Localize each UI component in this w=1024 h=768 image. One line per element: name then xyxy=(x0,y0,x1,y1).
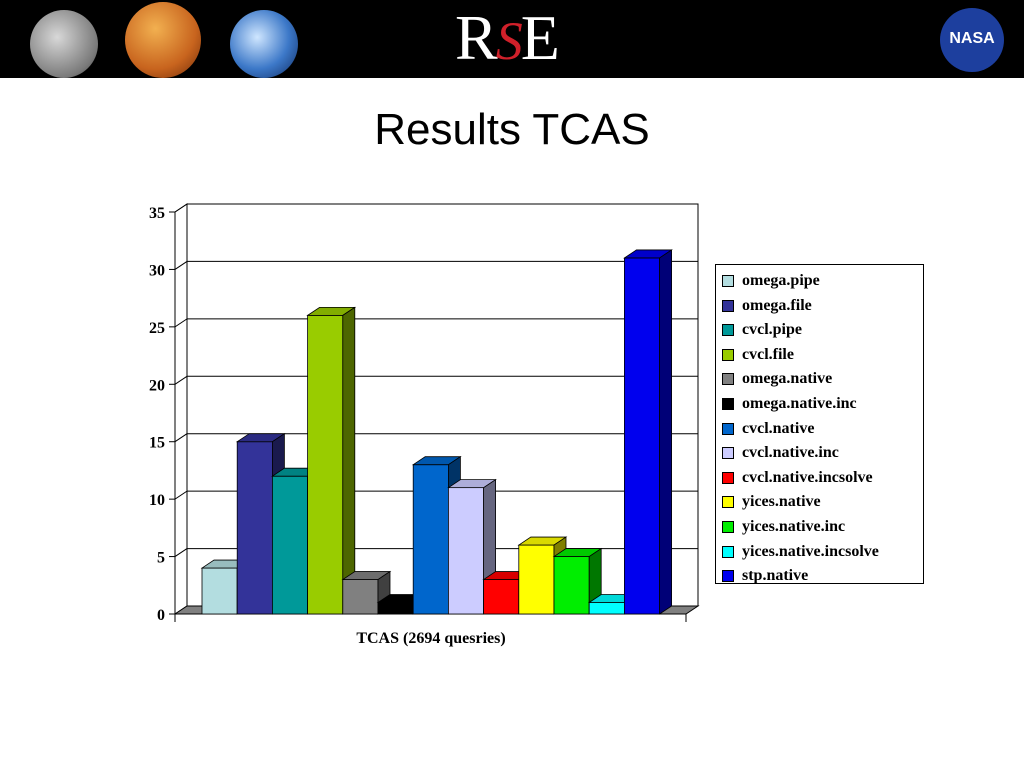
bar-cvcl-native-incsolve xyxy=(483,579,520,615)
rse-logo: RSE xyxy=(455,2,560,73)
legend-swatch xyxy=(722,299,734,312)
bar-cvcl-file xyxy=(307,314,344,615)
y-tick-label: 15 xyxy=(149,435,165,452)
header-banner: RSE NASA xyxy=(0,0,1024,78)
bar-cvcl-native xyxy=(412,464,449,615)
legend-swatch xyxy=(722,397,734,410)
legend-swatch xyxy=(722,422,734,435)
legend-item: cvcl.native.incsolve xyxy=(716,466,923,491)
y-tick-label: 25 xyxy=(149,320,165,337)
legend-item: cvcl.pipe xyxy=(716,318,923,343)
legend-swatch xyxy=(722,348,734,361)
slide-title: Results TCAS xyxy=(374,105,650,154)
y-tick-label: 5 xyxy=(157,550,165,567)
moon-planet-image xyxy=(30,10,98,78)
legend-swatch xyxy=(722,373,734,386)
legend-item: omega.pipe xyxy=(716,269,923,294)
legend-item: yices.native.incsolve xyxy=(716,540,923,565)
gridline-side xyxy=(174,261,188,270)
legend-label: yices.native.inc xyxy=(742,517,846,535)
bar-stp-native xyxy=(624,257,661,615)
legend-swatch xyxy=(722,545,734,558)
bar-side-stp-native xyxy=(659,249,672,615)
gridline-side xyxy=(174,203,188,213)
y-tick-label: 20 xyxy=(149,377,165,394)
bar-cvcl-pipe xyxy=(271,475,308,615)
gridline-side xyxy=(174,548,188,557)
bar-omega-pipe xyxy=(201,567,238,615)
y-tick-label: 0 xyxy=(157,607,165,624)
legend-swatch xyxy=(722,520,734,533)
legend-label: yices.native xyxy=(742,493,821,511)
gridline-side xyxy=(174,375,188,385)
bar-omega-native-inc xyxy=(377,602,414,615)
bar-yices-native-inc xyxy=(553,556,590,615)
legend-swatch xyxy=(722,324,734,337)
y-tick-label: 30 xyxy=(149,262,165,279)
legend-label: cvcl.pipe xyxy=(742,321,802,339)
gridline-side xyxy=(174,318,188,328)
gridline-side xyxy=(174,433,188,443)
y-tick-label: 35 xyxy=(149,205,165,222)
bar-omega-native xyxy=(342,579,379,615)
legend-swatch xyxy=(722,496,734,509)
legend-item: yices.native xyxy=(716,490,923,515)
legend-item: cvcl.native xyxy=(716,417,923,442)
legend-label: cvcl.native.incsolve xyxy=(742,468,873,486)
legend-item: omega.native.inc xyxy=(716,392,923,417)
legend-item: cvcl.file xyxy=(716,343,923,368)
legend-label: cvcl.native.inc xyxy=(742,444,839,462)
bar-omega-file xyxy=(236,441,273,615)
x-axis-label: TCAS (2694 quesries) xyxy=(356,630,505,647)
legend-swatch xyxy=(722,275,734,287)
legend-label: omega.pipe xyxy=(742,272,820,289)
legend-swatch xyxy=(722,447,734,460)
legend-label: cvcl.native xyxy=(742,419,815,437)
legend-item: cvcl.native.inc xyxy=(716,441,923,466)
bar-yices-native xyxy=(518,544,555,615)
legend-item: omega.file xyxy=(716,294,923,319)
legend-item: yices.native.inc xyxy=(716,515,923,540)
legend-label: cvcl.file xyxy=(742,345,794,363)
mars-planet-image xyxy=(125,2,201,78)
bar-yices-native-incsolve xyxy=(588,602,625,615)
legend-label: stp.native xyxy=(742,567,809,585)
legend-swatch xyxy=(722,471,734,484)
bar-side-cvcl-file xyxy=(342,306,356,615)
bar-cvcl-native-inc xyxy=(447,487,484,615)
legend-label: omega.native xyxy=(742,370,833,388)
chart-legend: omega.pipe omega.file cvcl.pipe cvcl.file om… xyxy=(715,264,924,584)
nasa-logo: NASA xyxy=(940,8,1004,72)
earth-planet-image xyxy=(230,10,298,78)
legend-item: stp.native xyxy=(716,564,923,589)
legend-label: yices.native.incsolve xyxy=(742,542,879,560)
legend-label: omega.native.inc xyxy=(742,394,857,412)
legend-swatch xyxy=(722,570,734,583)
legend-item: omega.native xyxy=(716,367,923,392)
legend-label: omega.file xyxy=(742,296,812,314)
y-tick-label: 10 xyxy=(149,492,165,509)
gridline-side xyxy=(174,490,188,500)
